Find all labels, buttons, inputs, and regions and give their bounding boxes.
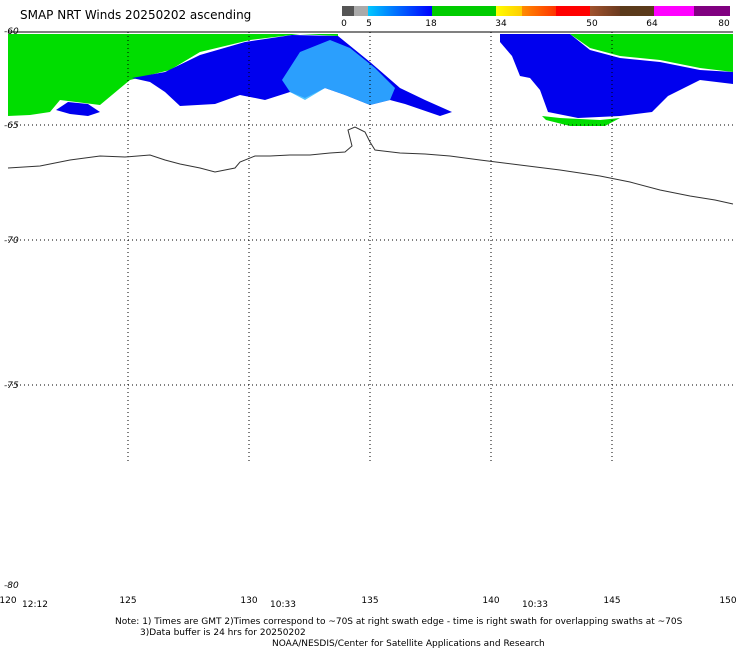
colorbar-tick: 0 [341,19,347,29]
lon-label: 130 [240,596,258,606]
wind-swath-blue-left-small [56,102,100,116]
lat-label: -70 [4,236,19,246]
colorbar-segment [354,6,368,16]
colorbar-segment [496,6,522,16]
lon-label: 150 [719,596,737,606]
colorbar-segment [432,6,496,16]
colorbar-tick: 5 [366,19,372,29]
lon-label: 145 [603,596,621,606]
lat-label: -75 [4,381,19,391]
lon-label: 140 [482,596,500,606]
wind-speed-colorbar: 0 5 18 34 50 64 80 [341,6,730,32]
grid-lines [8,32,733,462]
map-title: SMAP NRT Winds 20250202 ascending [20,8,252,22]
colorbar-tick: 80 [718,19,730,29]
colorbar-tick: 64 [646,19,658,29]
colorbar-segment [556,6,590,16]
lat-label: -65 [4,121,19,131]
swath-time-label: 10:33 [270,600,296,610]
colorbar-tick: 18 [425,19,437,29]
colorbar-segment [694,6,730,16]
wind-swath-blue-right [500,34,733,118]
note-line-1: Note: 1) Times are GMT 2)Times correspon… [115,617,683,627]
note-line-2: 3)Data buffer is 24 hrs for 20250202 [140,628,306,638]
lon-label: 135 [361,596,379,606]
wind-swath-green-right-lower [542,116,620,126]
colorbar-segment [522,6,556,16]
colorbar-segment [342,6,354,16]
lat-label: -60 [4,27,19,37]
lon-label: 120 [0,596,17,606]
colorbar-segment [620,6,654,16]
swath-time-label: 12:12 [22,600,48,610]
colorbar-segment [368,6,432,16]
wind-swath-lightblue [282,40,395,105]
wind-swath-green-left [8,34,338,116]
colorbar-tick: 34 [495,19,507,29]
lat-label: -80 [4,581,19,591]
colorbar-tick: 50 [586,19,598,29]
colorbar-segment [590,6,620,16]
credit-line: NOAA/NESDIS/Center for Satellite Applica… [272,639,545,649]
antarctic-coastline [7,126,734,205]
wind-swath-green-right [570,34,733,72]
colorbar-segment [654,6,694,16]
lon-label: 125 [119,596,137,606]
swath-time-label: 10:33 [522,600,548,610]
